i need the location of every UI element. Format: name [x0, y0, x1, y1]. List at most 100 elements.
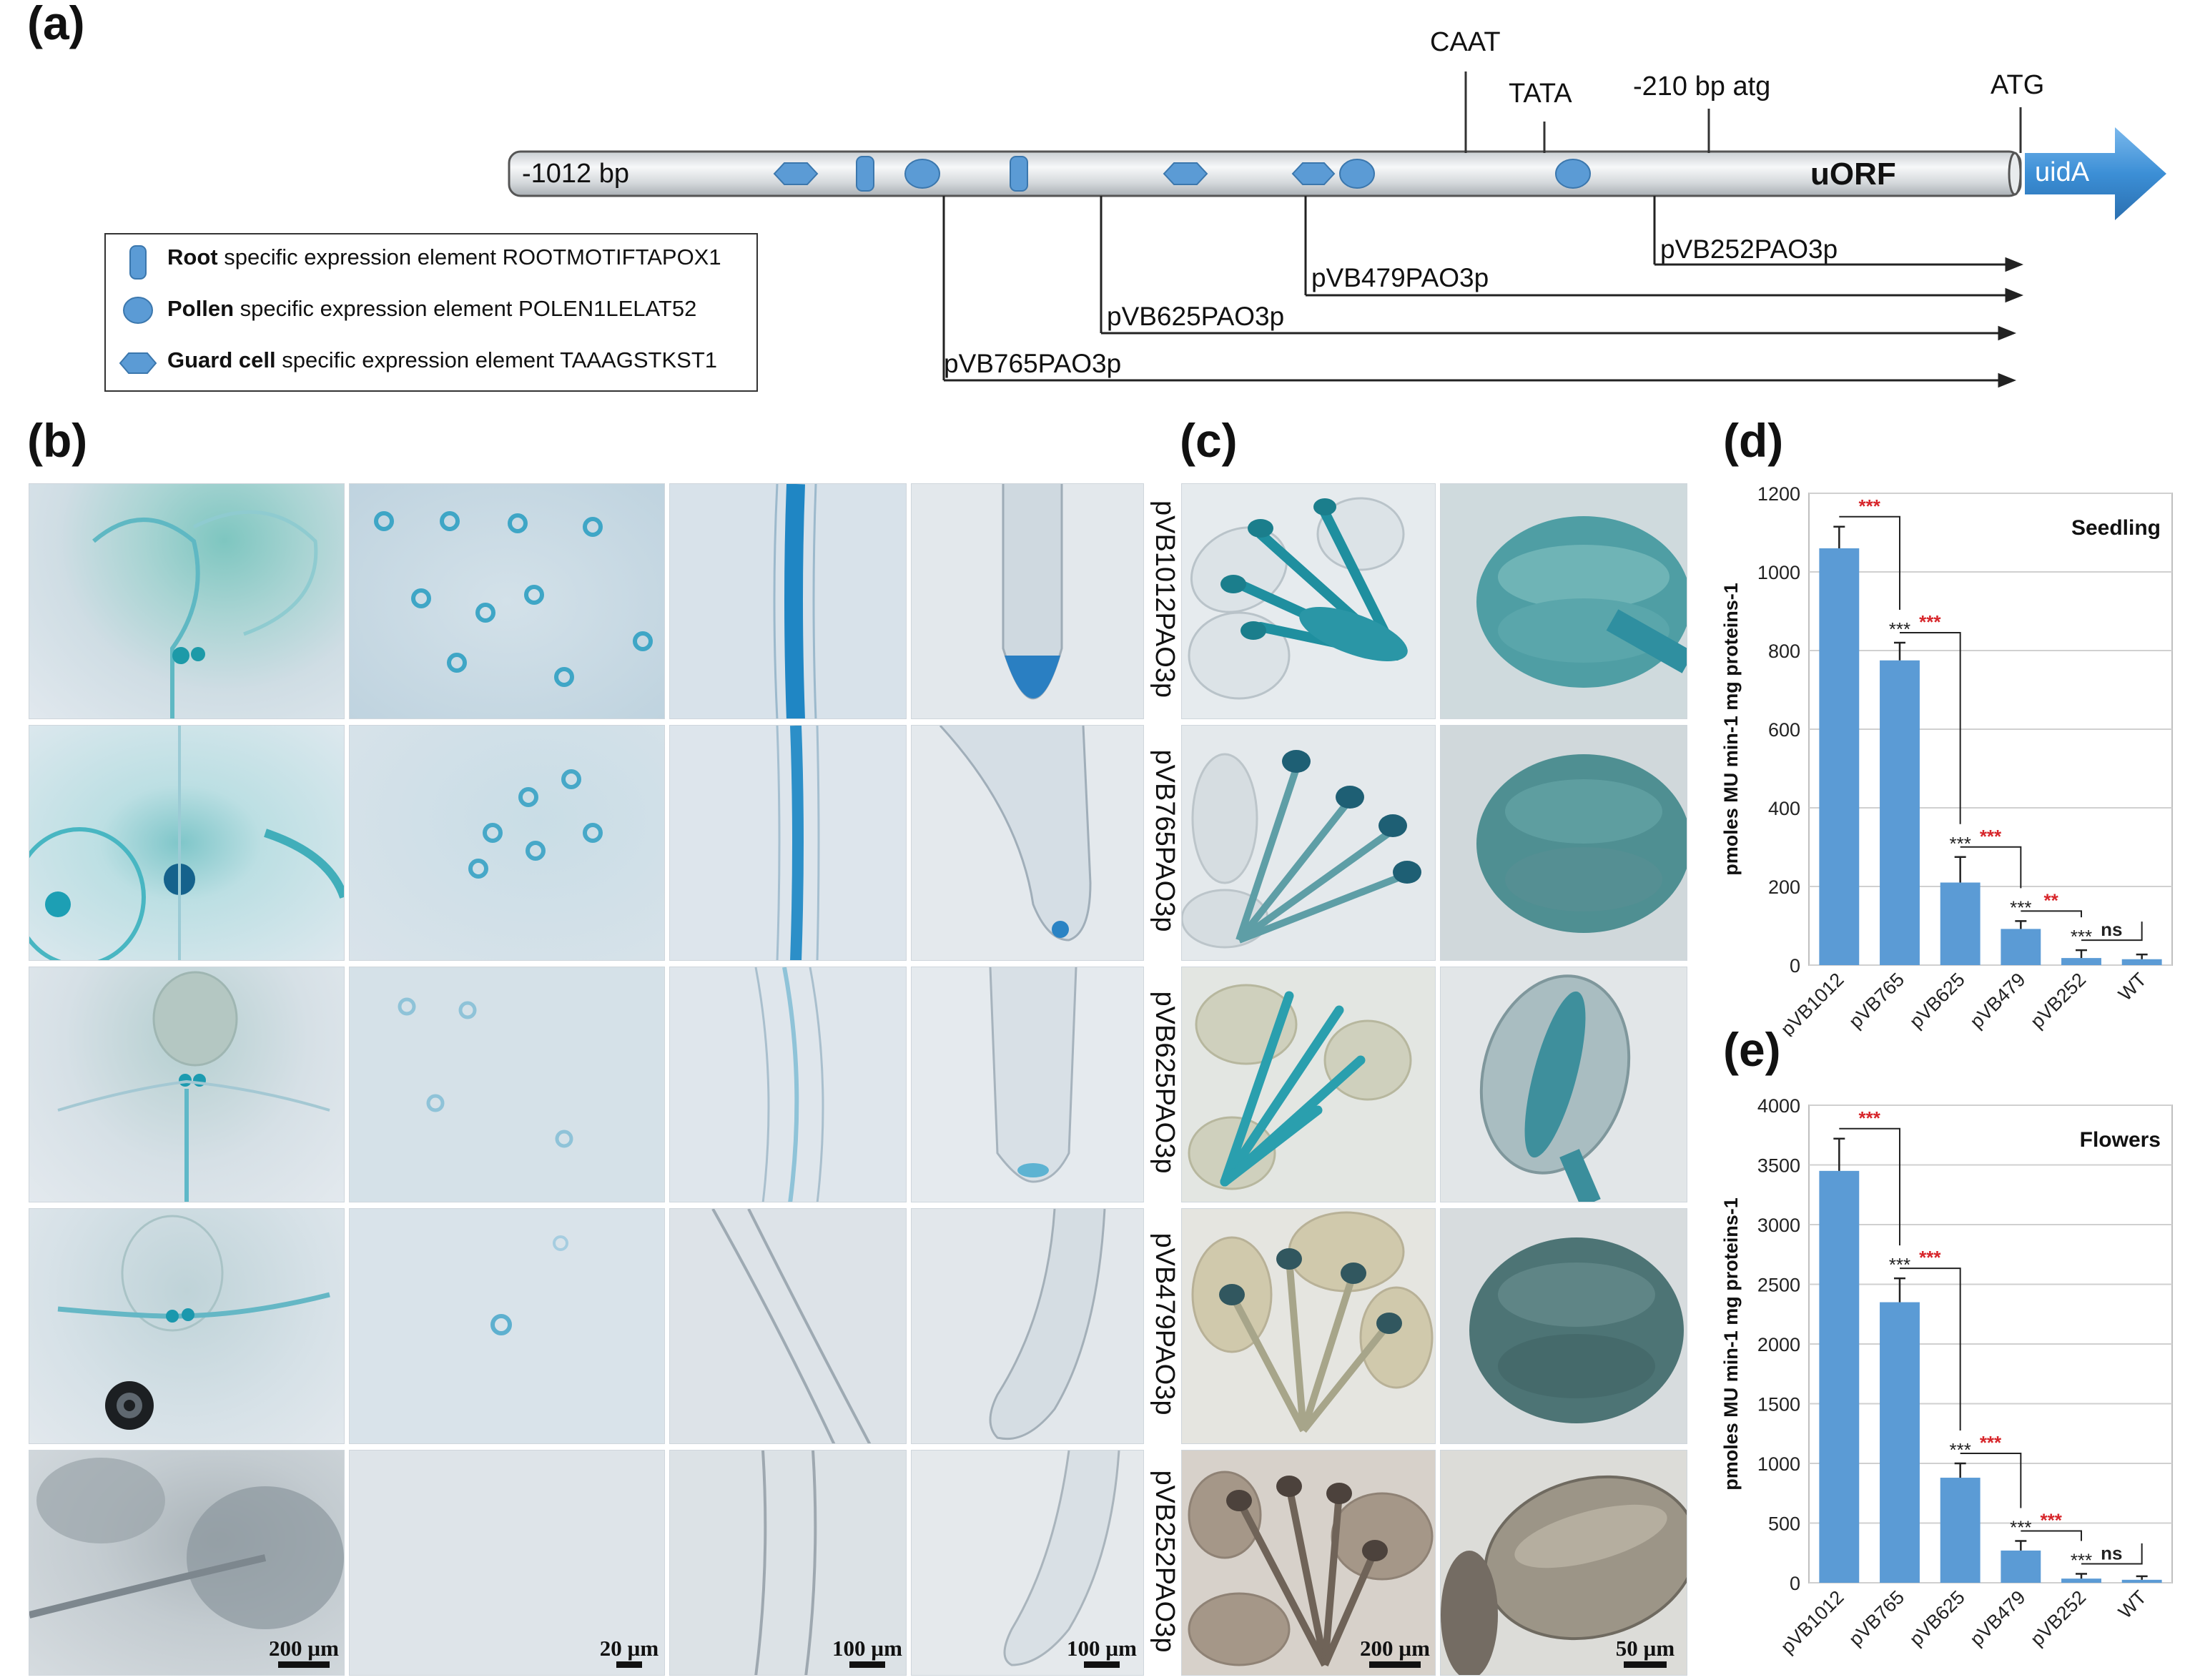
- y-tick-label: 1000: [1757, 1453, 1800, 1475]
- micrograph-anther: [1440, 1450, 1687, 1676]
- bar-pVB1012: [1819, 1170, 1860, 1583]
- x-tick-label: WT: [2114, 969, 2151, 1005]
- significance-label: ***: [2010, 1517, 2031, 1538]
- micrograph-seedling-cotyledon: [29, 725, 345, 961]
- panel-label-e: (e): [1723, 1023, 1781, 1076]
- comparison-bracket: [2081, 921, 2143, 942]
- bar-pVB252: [2061, 1578, 2101, 1583]
- legend-item-pollen: Pollen specific expression element POLEN…: [167, 296, 697, 321]
- row-label: pVB765PAO3p: [1150, 749, 1180, 932]
- micrograph-seedling-root-tip: [911, 483, 1144, 719]
- scale-bar: 200 µm: [265, 1636, 343, 1668]
- micrograph-anther: [1440, 725, 1687, 961]
- bar-pVB1012: [1819, 548, 1860, 965]
- scale-bar: 200 µm: [1356, 1636, 1434, 1668]
- promoter-map: [508, 71, 2166, 388]
- y-tick-label: 400: [1768, 798, 1800, 819]
- significance-label: ***: [2071, 926, 2092, 947]
- x-tick-label: pVB479: [1965, 1586, 2029, 1650]
- construct-label-479: pVB479PAO3p: [1311, 263, 1489, 292]
- comparison-bracket: [1960, 846, 2022, 889]
- significance-label: ***: [1949, 833, 1971, 854]
- construct-label-625: pVB625PAO3p: [1107, 302, 1285, 331]
- panel-label-c: (c): [1180, 414, 1238, 467]
- micrograph-seedling-stomata: [349, 483, 665, 719]
- row-label: pVB252PAO3p: [1150, 1470, 1180, 1653]
- x-tick-label: pVB1012: [1777, 1586, 1848, 1658]
- scale-bar: 20 µm: [593, 1636, 665, 1668]
- x-tick-label: pVB252: [2026, 1586, 2090, 1650]
- micrograph-seedling-root-tip: [911, 967, 1144, 1202]
- micrograph-seedling-root: [669, 725, 907, 961]
- legend-item-guard-cell: Guard cell specific expression element T…: [167, 347, 717, 372]
- y-axis-label: pmoles MU min-1 mg proteins-1: [1720, 1197, 1742, 1491]
- comparison-bracket: [1839, 515, 1900, 610]
- pollen-element-icon: [1555, 159, 1591, 189]
- micrograph-seedling-cotyledon: [29, 1450, 345, 1676]
- pollen-element-icon: [904, 159, 940, 189]
- pollen-element-icon: [123, 297, 153, 324]
- flower-micrograph-grid: 200 µm 50 µm: [1181, 483, 1687, 1676]
- comparison-bracket: [1839, 1127, 1900, 1246]
- micrograph-seedling-stomata: [349, 725, 665, 961]
- micrograph-flower: [1181, 483, 1436, 719]
- bar-pVB252: [2061, 958, 2101, 965]
- chart-title: Flowers: [2080, 1128, 2161, 1152]
- x-tick-label: pVB1012: [1777, 969, 1848, 1037]
- scale-bar: 100 µm: [828, 1636, 907, 1668]
- y-tick-label: 3000: [1757, 1215, 1800, 1236]
- seedling-gus-activity-chart: 020040060080010001200pVB1012***pVB765***…: [1720, 483, 2173, 1037]
- micrograph-flower: [1181, 1208, 1436, 1444]
- uorf-label: uORF: [1810, 157, 1896, 192]
- micrograph-seedling-root-tip: [911, 725, 1144, 961]
- bar-pVB765: [1880, 660, 1920, 965]
- row-label: pVB625PAO3p: [1150, 991, 1180, 1174]
- comparison-label: ***: [1919, 1247, 1941, 1268]
- y-tick-label: 2000: [1757, 1334, 1800, 1355]
- legend-item-root: Root specific expression element ROOTMOT…: [167, 244, 721, 270]
- micrograph-seedling-cotyledon: [29, 483, 345, 719]
- bar-pVB479: [2001, 1550, 2041, 1583]
- comparison-bracket: [2021, 910, 2082, 918]
- comparison-label: ***: [1858, 1107, 1880, 1129]
- significance-label: ***: [2010, 896, 2031, 918]
- bar-WT: [2121, 1579, 2162, 1583]
- flower-gus-activity-chart: 0 500 1000 1500 2000 2500 3000 3500 4000 pVB1012 *…: [1720, 1095, 2173, 1658]
- micrograph-seedling-root: [669, 1208, 907, 1444]
- y-tick-label: 0: [1790, 955, 1800, 977]
- comparison-bracket: [2021, 1530, 2082, 1541]
- construct-label-765: pVB765PAO3p: [944, 349, 1122, 378]
- y-tick-label: 600: [1768, 719, 1800, 741]
- x-tick-label: WT: [2114, 1586, 2151, 1623]
- x-tick-label: pVB625: [1905, 1586, 1969, 1650]
- root-element-icon: [856, 156, 874, 192]
- promoter-start-label: -1012 bp: [522, 159, 630, 189]
- tata-label: TATA: [1509, 79, 1572, 109]
- uida-arrow: [2025, 127, 2166, 220]
- comparison-label: **: [2044, 889, 2059, 911]
- element-legend: Root specific expression element ROOTMOT…: [104, 233, 758, 392]
- x-tick-label: pVB765: [1845, 969, 1908, 1032]
- atg-label: ATG: [1991, 70, 2045, 100]
- comparison-bracket: [1900, 632, 1961, 824]
- comparison-label: ns: [2101, 919, 2122, 940]
- guard-cell-element-icon: [119, 352, 157, 374]
- micrograph-seedling-root: [669, 483, 907, 719]
- micrograph-seedling-cotyledon: [29, 967, 345, 1202]
- comparison-label: ***: [1858, 495, 1880, 517]
- y-tick-label: 500: [1768, 1513, 1800, 1535]
- x-tick-label: pVB625: [1905, 969, 1969, 1032]
- comparison-label: ***: [2040, 1510, 2062, 1531]
- y-tick-label: 1000: [1757, 562, 1800, 583]
- micrograph-anther: [1440, 967, 1687, 1202]
- micrograph-flower: [1181, 967, 1436, 1202]
- micrograph-seedling-cotyledon: [29, 1208, 345, 1444]
- promoter-bar: [508, 150, 2022, 197]
- x-tick-label: pVB765: [1845, 1586, 1908, 1650]
- construct-label-252: pVB252PAO3p: [1660, 234, 1838, 264]
- root-element-icon: [129, 245, 147, 280]
- root-element-icon: [1010, 156, 1028, 192]
- micrograph-seedling-root: [669, 967, 907, 1202]
- micrograph-seedling-root: [669, 1450, 907, 1676]
- caat-label: CAAT: [1430, 27, 1501, 57]
